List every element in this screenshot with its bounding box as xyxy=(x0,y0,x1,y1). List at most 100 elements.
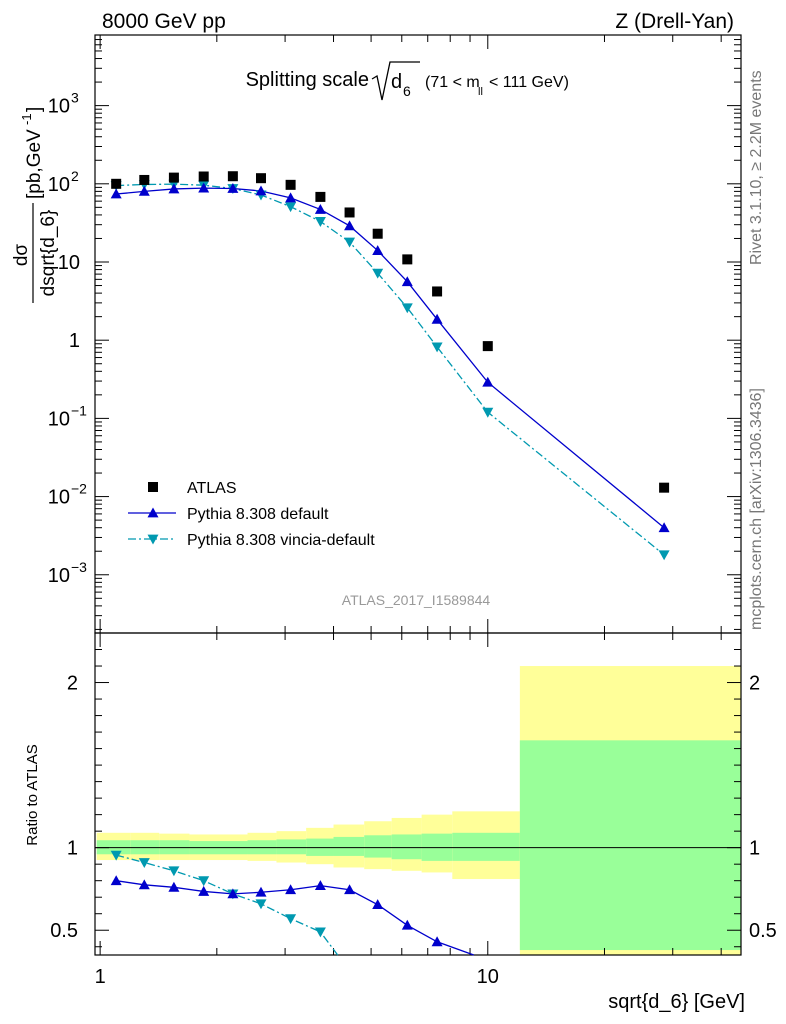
series-layer xyxy=(110,171,670,561)
ratio-default-point xyxy=(227,888,239,899)
band-inner xyxy=(452,832,520,861)
band-inner xyxy=(333,836,365,856)
vincia-line xyxy=(116,183,665,556)
ratio-y-tick-label: 2 xyxy=(67,673,78,695)
legend: ATLAS Pythia 8.308 default Pythia 8.308 vi… xyxy=(128,480,375,549)
default-point xyxy=(198,182,210,193)
y-label-units-exponent: -1 xyxy=(19,113,34,125)
ratio-vincia-line xyxy=(116,854,339,956)
ratio-default-point xyxy=(431,936,443,947)
x-tick-label: 1 xyxy=(95,966,106,988)
ratio-default-point xyxy=(168,881,180,892)
atlas-point xyxy=(372,228,383,239)
plot-title-range-subscript: ll xyxy=(478,86,483,98)
ratio-y-tick-label-right: 0.5 xyxy=(749,920,777,942)
default-point xyxy=(227,183,239,193)
vincia-point xyxy=(372,268,384,279)
y-tick-label: 10 xyxy=(48,565,70,587)
legend-vincia-marker xyxy=(147,534,159,545)
ratio-default-point xyxy=(110,875,122,886)
ratio-y-tick-label-right: 2 xyxy=(749,673,760,695)
ratio-default-point xyxy=(285,884,297,895)
band-inner xyxy=(364,835,392,858)
vincia-point xyxy=(482,407,494,418)
y-tick-label: 1 xyxy=(69,330,80,352)
atlas-point xyxy=(432,286,443,297)
atlas-point xyxy=(198,171,209,182)
default-point xyxy=(431,313,443,324)
default-point xyxy=(344,220,356,231)
ratio-default-line xyxy=(116,880,474,956)
legend-default-marker xyxy=(147,507,159,518)
ratio-y-tick-label-right: 1 xyxy=(749,838,760,860)
y-tick-label-exponent: −2 xyxy=(71,481,87,497)
y-tick-label: 10 xyxy=(48,96,70,118)
default-point xyxy=(401,276,413,287)
sqrt-sign xyxy=(371,61,420,101)
default-point xyxy=(658,522,670,533)
vincia-point xyxy=(344,237,356,248)
default-point xyxy=(110,188,122,199)
ratio-default-point xyxy=(344,884,356,895)
y-tick-label-exponent: 3 xyxy=(71,90,79,106)
ratio-vincia-point xyxy=(138,858,150,869)
header-left: 8000 GeV pp xyxy=(102,10,226,33)
band-inner xyxy=(276,839,307,855)
side-label-mcplots: mcplots.cern.ch [arXiv:1306.3436] xyxy=(748,388,765,630)
side-label-rivet: Rivet 3.1.10, ≥ 2.2M events xyxy=(748,70,765,265)
y-tick-label: 10 xyxy=(58,252,80,274)
plot-title-symbol: d xyxy=(391,71,402,93)
atlas-point xyxy=(255,173,266,184)
legend-label: Pythia 8.308 vincia-default xyxy=(187,532,375,549)
watermark: ATLAS_2017_I1589844 xyxy=(342,592,491,608)
atlas-point xyxy=(168,172,179,183)
default-point xyxy=(285,192,297,203)
ratio-vincia-point xyxy=(255,899,267,910)
ratio-series-layer xyxy=(110,850,474,956)
atlas-point xyxy=(315,191,326,202)
plot-title-range-end: < 111 GeV) xyxy=(489,74,569,91)
ratio-uncertainty-bands xyxy=(96,666,741,955)
default-point xyxy=(168,183,180,194)
y-tick-label-exponent: 2 xyxy=(71,168,79,184)
atlas-point xyxy=(482,341,493,352)
ratio-default-point xyxy=(314,880,326,891)
atlas-point xyxy=(344,207,355,218)
vincia-point xyxy=(401,303,413,314)
ratio-y-tick-label: 0.5 xyxy=(50,920,78,942)
legend-atlas-marker xyxy=(148,482,158,492)
ratio-vincia-point xyxy=(168,866,180,877)
y-tick-label-exponent: −1 xyxy=(71,402,87,418)
ratio-frame xyxy=(94,632,742,956)
y-tick-label: 10 xyxy=(48,408,70,430)
plot-frames xyxy=(94,34,742,956)
atlas-point xyxy=(111,178,122,189)
vincia-point xyxy=(285,202,297,213)
vincia-point xyxy=(658,550,670,561)
default-point xyxy=(482,376,494,387)
ratio-vincia-point xyxy=(198,876,210,887)
plot-title-range: (71 < m xyxy=(425,74,480,91)
default-point xyxy=(138,185,150,196)
atlas-point xyxy=(659,482,670,493)
y-tick-label-exponent: −3 xyxy=(71,559,87,575)
vincia-point xyxy=(314,217,326,227)
ratio-vincia-point xyxy=(285,914,297,925)
y-tick-label: 10 xyxy=(48,487,70,509)
x-tick-label: 10 xyxy=(477,966,499,988)
plot-title: Splitting scale d 6 (71 < m ll < 111 GeV… xyxy=(246,61,569,101)
default-line xyxy=(116,187,665,529)
y-label-units: [pb,GeV xyxy=(24,129,45,199)
ratio-vincia-point xyxy=(314,927,326,938)
ratio-default-point xyxy=(138,879,150,890)
default-point xyxy=(314,203,326,214)
band-inner xyxy=(519,740,741,951)
atlas-point xyxy=(402,254,413,265)
atlas-point xyxy=(227,171,238,182)
y-label-numerator: dσ xyxy=(11,244,32,267)
atlas-point xyxy=(285,179,296,190)
ratio-default-point xyxy=(401,919,413,930)
default-point xyxy=(372,245,384,255)
